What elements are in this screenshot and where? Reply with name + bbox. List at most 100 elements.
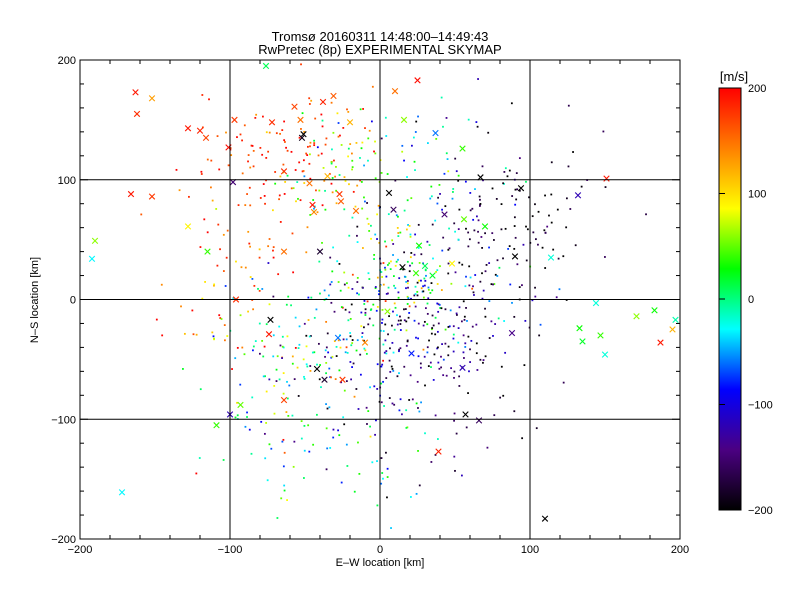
- scatter-point: [562, 381, 565, 384]
- cross-marker: [319, 98, 327, 106]
- scatter-point: [574, 244, 577, 247]
- scatter-point: [403, 275, 406, 278]
- scatter-point: [251, 396, 254, 399]
- scatter-point: [272, 209, 274, 212]
- cross-marker: [265, 331, 273, 338]
- scatter-point: [367, 410, 370, 412]
- scatter-point: [430, 366, 432, 368]
- scatter-point: [217, 223, 220, 226]
- scatter-point: [268, 303, 271, 306]
- scatter-point: [347, 147, 350, 150]
- scatter-point: [411, 144, 413, 147]
- scatter-point: [569, 208, 572, 210]
- scatter-point: [504, 351, 507, 354]
- scatter-point: [472, 291, 475, 294]
- scatter-point: [344, 180, 347, 182]
- cross-marker: [448, 260, 456, 267]
- cross-marker: [511, 253, 519, 260]
- scatter-point: [444, 308, 447, 311]
- scatter-point: [306, 226, 309, 229]
- scatter-point: [454, 469, 456, 472]
- scatter-point: [335, 189, 338, 192]
- scatter-point: [393, 403, 396, 406]
- scatter-point: [337, 281, 340, 283]
- scatter-point: [272, 249, 274, 252]
- scatter-point: [330, 182, 333, 185]
- scatter-point: [380, 329, 382, 332]
- scatter-point: [286, 174, 289, 177]
- scatter-point: [403, 365, 406, 368]
- scatter-point: [384, 339, 387, 342]
- scatter-point: [367, 272, 370, 275]
- chart-title: Tromsø 20160311 14:48:00–14:49:43: [272, 29, 489, 44]
- cross-marker: [267, 316, 274, 324]
- scatter-point: [161, 334, 164, 337]
- scatter-point: [417, 407, 419, 409]
- scatter-point: [358, 293, 360, 296]
- scatter-point: [349, 335, 352, 338]
- scatter-point: [239, 383, 242, 386]
- scatter-point: [432, 379, 435, 381]
- scatter-point: [342, 416, 345, 419]
- scatter-point: [364, 308, 367, 311]
- scatter-point: [359, 108, 362, 111]
- scatter-point: [430, 461, 433, 463]
- scatter-point: [300, 420, 303, 423]
- cross-marker: [459, 145, 466, 152]
- scatter-point: [440, 96, 443, 99]
- scatter-point: [258, 322, 261, 325]
- scatter-point: [386, 173, 389, 175]
- scatter-point: [341, 306, 344, 309]
- scatter-point: [250, 144, 253, 147]
- scatter-point: [206, 158, 209, 161]
- scatter-point: [432, 324, 435, 327]
- scatter-point: [513, 315, 516, 318]
- scatter-point: [249, 166, 252, 169]
- scatter-point: [328, 367, 331, 370]
- scatter-point: [261, 153, 264, 156]
- scatter-point: [433, 353, 436, 356]
- colorbar-tick-label: −200: [748, 505, 773, 517]
- scatter-point: [465, 426, 468, 429]
- scatter-point: [465, 275, 467, 278]
- scatter-point: [391, 341, 394, 344]
- scatter-point: [480, 236, 483, 238]
- scatter-point: [349, 143, 352, 145]
- scatter-point: [448, 227, 450, 230]
- scatter-point: [458, 306, 461, 309]
- cross-marker: [196, 127, 204, 134]
- scatter-point: [400, 319, 402, 322]
- scatter-point: [211, 331, 214, 334]
- scatter-point: [259, 146, 262, 149]
- scatter-point: [264, 375, 266, 378]
- scatter-point: [382, 477, 384, 480]
- scatter-point: [334, 378, 337, 381]
- scatter-point: [447, 248, 450, 251]
- scatter-point: [333, 310, 336, 313]
- scatter-point: [356, 225, 359, 228]
- scatter-point: [389, 347, 391, 350]
- scatter-point: [417, 450, 419, 452]
- scatter-point: [340, 306, 343, 308]
- scatter-point: [500, 203, 503, 206]
- scatter-point: [524, 319, 527, 322]
- scatter-point: [380, 382, 383, 385]
- scatter-point: [391, 324, 393, 327]
- scatter-point: [439, 193, 441, 195]
- scatter-point: [348, 234, 351, 237]
- scatter-point: [476, 125, 479, 128]
- scatter-point: [364, 200, 366, 203]
- scatter-point: [361, 332, 364, 334]
- scatter-point: [386, 496, 388, 499]
- scatter-point: [265, 179, 267, 182]
- scatter-point: [286, 397, 289, 400]
- scatter-point: [406, 295, 409, 298]
- scatter-point: [345, 346, 348, 349]
- scatter-point: [406, 339, 409, 342]
- scatter-point: [406, 176, 408, 178]
- scatter-point: [252, 345, 255, 348]
- scatter-point: [379, 159, 382, 162]
- scatter-point: [338, 262, 341, 265]
- scatter-point: [291, 355, 294, 358]
- scatter-point: [467, 392, 469, 394]
